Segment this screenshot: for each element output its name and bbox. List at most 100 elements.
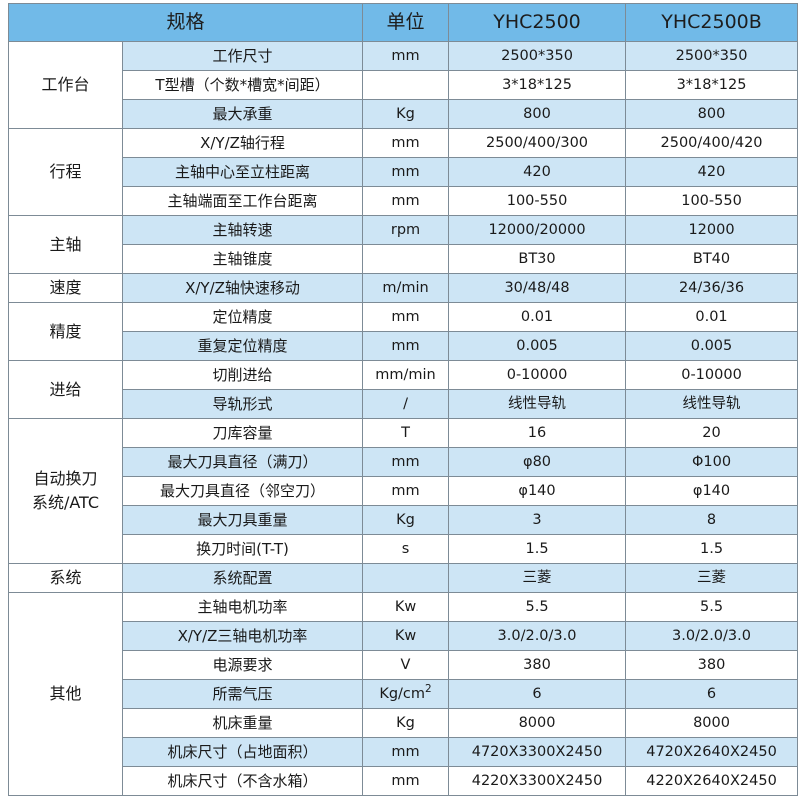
table-row: 系统 系统配置 三菱 三菱 [8,563,799,593]
spec-value-yhc2500: 800 [448,99,627,129]
spec-item-name: 定位精度 [121,302,364,332]
spec-value-yhc2500: 12000/20000 [448,215,627,245]
spec-value-yhc2500b: 100-550 [625,186,799,216]
spec-value-yhc2500: BT30 [448,244,627,274]
table-header: 规格 单位 YHC2500 YHC2500B [7,3,799,42]
spec-value-yhc2500: φ140 [448,476,627,506]
group-label-cell: 其他 [8,592,123,796]
group-label-line: 系统/ATC [31,493,100,512]
table-row: 电源要求 V 380 380 [9,650,799,680]
spec-item-name: 工作尺寸 [121,41,364,71]
spec-value-yhc2500b: Φ100 [625,447,799,477]
table-row: X/Y/Z三轴电机功率 Kw 3.0/2.0/3.0 3.0/2.0/3.0 [9,621,799,651]
spec-unit: Kg/cm2 [362,679,450,709]
group-label-line: 系统 [49,568,82,587]
spec-item-name: 机床重量 [121,708,364,738]
table-row: 主轴中心至立柱距离 mm 420 420 [9,157,799,187]
spec-unit: Kg [362,708,450,738]
group-label-line: 行程 [49,162,82,181]
table-row: 最大刀具直径（满刀） mm φ80 Φ100 [9,447,799,477]
group-label-line: 工作台 [41,75,90,94]
spec-unit: T [362,418,450,448]
spec-item-name: 主轴电机功率 [121,592,364,622]
spec-item-name: 主轴转速 [121,215,364,245]
spec-value-yhc2500: 三菱 [448,563,627,593]
spec-item-name: 系统配置 [121,563,364,593]
group-label-cell: 行程 [8,128,123,216]
group-label-cell: 系统 [8,563,123,593]
table-row: 最大刀具重量 Kg 3 8 [9,505,799,535]
table-row: 其他 主轴电机功率 Kw 5.5 5.5 [8,592,799,796]
spec-item-name: 机床尺寸（占地面积） [121,737,364,767]
spec-item-name: X/Y/Z轴行程 [121,128,364,158]
spec-value-yhc2500b: φ140 [625,476,799,506]
spec-unit: mm [362,331,450,361]
spec-unit: mm [362,186,450,216]
group-label-cell: 自动换刀系统/ATC [8,418,123,564]
spec-value-yhc2500: 380 [448,650,627,680]
group-label-cell: 进给 [8,360,123,419]
spec-value-yhc2500: 4220X3300X2450 [448,766,627,796]
spec-value-yhc2500b: 0.01 [625,302,799,332]
group-label-line: 其他 [49,684,82,703]
spec-value-yhc2500: 0.005 [448,331,627,361]
header-model-yhc2500: YHC2500 [448,3,627,42]
spec-unit [362,70,450,100]
spec-unit: mm [362,737,450,767]
spec-unit: Kw [362,592,450,622]
group-label-line: 精度 [49,321,82,341]
table-row: T型槽（个数*槽宽*间距） 3*18*125 3*18*125 [9,70,799,100]
table-row: 进给 切削进给 mm/min 0-10000 0-10000 [8,360,799,419]
spec-item-name: 最大刀具直径（满刀） [121,447,364,477]
spec-value-yhc2500: φ80 [448,447,627,477]
spec-item-name: 电源要求 [121,650,364,680]
table-row: 所需气压 Kg/cm2 6 6 [9,679,799,709]
spec-unit: / [362,389,450,419]
spec-item-name: 最大刀具重量 [121,505,364,535]
spec-item-name: X/Y/Z三轴电机功率 [121,621,364,651]
spec-value-yhc2500b: 20 [625,418,799,448]
spec-value-yhc2500b: 2500*350 [625,41,799,71]
spec-value-yhc2500: 100-550 [448,186,627,216]
spec-value-yhc2500: 3 [448,505,627,535]
group-label-line: 自动换刀 [33,469,98,488]
group-label-line: 主轴 [49,234,82,254]
spec-value-yhc2500: 16 [448,418,627,448]
spec-unit: mm [362,766,450,796]
spec-item-name: 所需气压 [121,679,364,709]
table-row: 换刀时间(T-T) s 1.5 1.5 [9,534,799,564]
spec-value-yhc2500b: 4220X2640X2450 [625,766,799,796]
spec-item-name: 切削进给 [121,360,364,390]
spec-item-name: 最大承重 [121,99,364,129]
spec-unit: mm [362,41,450,71]
specification-table: 规格 单位 YHC2500 YHC2500B 工作台 工作尺寸 mm 2500*350… [7,3,799,796]
header-unit: 单位 [362,3,450,42]
spec-value-yhc2500b: 2500/400/420 [625,128,799,158]
spec-unit [362,563,450,593]
spec-value-yhc2500b: 0-10000 [625,360,799,390]
table-row: 机床重量 Kg 8000 8000 [9,708,799,738]
spec-value-yhc2500: 线性导轨 [448,389,627,419]
spec-unit: rpm [362,215,450,245]
spec-value-yhc2500b: 800 [625,99,799,129]
spec-unit: Kg [362,99,450,129]
table-row: 速度 X/Y/Z轴快速移动 m/min 30/48/48 24/36/36 [8,273,799,303]
table-row: 机床尺寸（不含水箱） mm 4220X3300X2450 4220X2640X2450 [9,766,799,796]
group-label-line: 进给 [49,379,82,399]
spec-item-name: 导轨形式 [121,389,364,419]
spec-value-yhc2500b: 12000 [625,215,799,245]
spec-value-yhc2500: 0.01 [448,302,627,332]
spec-value-yhc2500b: 24/36/36 [625,273,799,303]
spec-value-yhc2500: 420 [448,157,627,187]
spec-value-yhc2500: 5.5 [448,592,627,622]
spec-value-yhc2500b: 6 [625,679,799,709]
spec-unit: mm [362,157,450,187]
spec-item-name: 重复定位精度 [121,331,364,361]
spec-item-name: 机床尺寸（不含水箱） [121,766,364,796]
spec-value-yhc2500: 6 [448,679,627,709]
header-spec: 规格 [7,3,364,42]
group-label-line: 速度 [49,278,82,297]
table-row: 主轴 主轴转速 rpm 12000/20000 12000 [8,215,799,274]
table-row: 精度 定位精度 mm 0.01 0.01 [8,302,799,361]
spec-value-yhc2500: 30/48/48 [448,273,627,303]
